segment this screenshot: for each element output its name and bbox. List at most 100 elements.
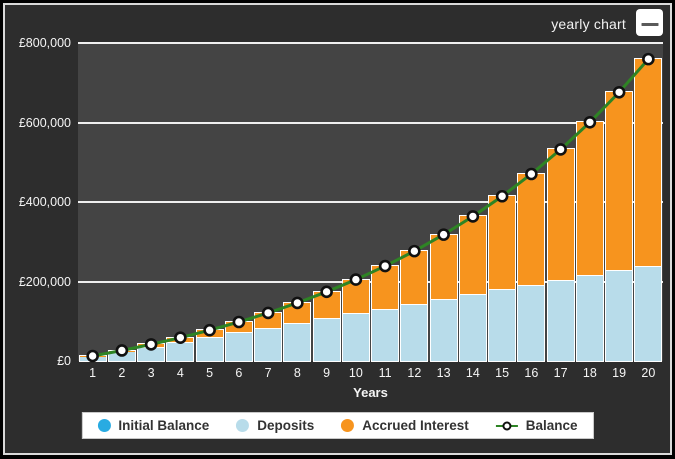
x-tick-label: 10 [348, 366, 363, 380]
bar-segment-accrued-interest[interactable] [255, 312, 282, 328]
legend: Initial Balance Deposits Accrued Interest B… [81, 412, 594, 439]
x-tick-label: 8 [293, 366, 301, 380]
legend-item-initial-balance[interactable]: Initial Balance [97, 418, 209, 433]
legend-label: Balance [525, 418, 578, 433]
balance-marker-year-14[interactable] [466, 210, 480, 223]
bar-segment-deposits[interactable] [459, 294, 486, 361]
bar-slot [429, 43, 458, 361]
bar-segment-accrued-interest[interactable] [518, 174, 545, 285]
x-tick-label: 7 [264, 366, 272, 380]
stacked-bar-year-11[interactable] [372, 43, 399, 361]
gridline [78, 201, 663, 203]
balance-marker-year-5[interactable] [203, 323, 216, 337]
balance-marker-year-10[interactable] [349, 273, 363, 286]
balance-marker-year-15[interactable] [495, 189, 509, 203]
balance-marker-year-20[interactable] [642, 52, 655, 66]
bar-segment-deposits[interactable] [430, 299, 457, 361]
bar-segment-deposits[interactable] [196, 337, 223, 361]
bar-segment-accrued-interest[interactable] [372, 266, 399, 309]
bar-segment-deposits[interactable] [576, 275, 603, 361]
x-tick-label: 12 [407, 366, 422, 380]
stacked-bar-year-7[interactable] [255, 43, 282, 361]
stacked-bar-year-20[interactable] [635, 43, 662, 361]
gridline [78, 280, 663, 283]
bar-segment-deposits[interactable] [342, 313, 369, 361]
legend-item-balance[interactable]: Balance [495, 418, 578, 433]
balance-marker-year-18[interactable] [583, 115, 597, 129]
bar-segment-accrued-interest[interactable] [635, 59, 662, 266]
x-tick-label: 18 [582, 366, 597, 380]
bar-slot [605, 43, 634, 361]
y-tick-label: £200,000 [18, 274, 71, 289]
bar-segment-deposits[interactable] [138, 346, 165, 361]
balance-marker-year-1[interactable] [86, 349, 99, 363]
chart-panel: yearly chart £0 £200,000 £400,000 £600,000 £… [3, 3, 672, 455]
balance-marker-year-8[interactable] [291, 296, 304, 310]
x-tick-label: 13 [436, 366, 451, 380]
balance-marker-year-3[interactable] [144, 338, 158, 351]
legend-dot-icon [97, 419, 111, 432]
bar-slot [488, 43, 517, 361]
balance-marker-year-16[interactable] [525, 167, 538, 181]
bar-segment-deposits[interactable] [372, 308, 399, 361]
bar-slot [546, 43, 575, 361]
balance-marker-year-9[interactable] [320, 285, 333, 299]
legend-item-accrued-interest[interactable]: Accrued Interest [341, 418, 469, 433]
bar-segment-accrued-interest[interactable] [459, 216, 486, 295]
x-tick-label: 2 [118, 366, 126, 380]
x-tick-label: 14 [465, 366, 480, 380]
balance-marker-year-13[interactable] [437, 228, 450, 241]
x-axis: 1 2 3 4 5 6 7 8 9 10 11 12 13 14 15 16 17 18 19 20 [78, 366, 663, 381]
bar-segment-deposits[interactable] [489, 289, 516, 361]
bar-segment-accrued-interest[interactable] [576, 122, 603, 276]
bar-segment-accrued-interest[interactable] [430, 234, 457, 299]
stacked-bar-year-15[interactable] [489, 43, 516, 361]
y-tick-label: £400,000 [18, 195, 71, 209]
legend-line-marker-icon [495, 419, 518, 432]
bar-segment-deposits[interactable] [401, 303, 428, 361]
y-tick-label: £0 [57, 354, 71, 368]
bar-segment-accrued-interest[interactable] [489, 196, 516, 290]
bar-segment-accrued-interest[interactable] [284, 302, 311, 323]
bars-container [78, 43, 663, 361]
bar-segment-deposits[interactable] [635, 265, 662, 361]
bar-segment-accrued-interest[interactable] [606, 92, 633, 271]
stacked-bar-year-17[interactable] [547, 43, 574, 361]
stacked-bar-year-8[interactable] [284, 43, 311, 361]
y-axis: £0 £200,000 £400,000 £600,000 £800,000 [5, 36, 71, 368]
stacked-bar-year-18[interactable] [576, 43, 603, 361]
balance-marker-year-2[interactable] [115, 344, 129, 357]
menu-button[interactable] [636, 9, 663, 36]
bar-segment-deposits[interactable] [255, 327, 282, 361]
legend-label: Initial Balance [118, 418, 210, 433]
stacked-bar-year-14[interactable] [459, 43, 486, 361]
balance-marker-year-6[interactable] [232, 315, 246, 329]
bar-segment-deposits[interactable] [225, 332, 252, 361]
bar-segment-deposits[interactable] [284, 322, 311, 361]
bar-segment-accrued-interest[interactable] [401, 251, 428, 304]
bar-slot [283, 43, 312, 361]
balance-marker-year-4[interactable] [174, 331, 187, 344]
stacked-bar-year-12[interactable] [401, 43, 428, 361]
bar-segment-accrued-interest[interactable] [547, 149, 574, 280]
bar-segment-deposits[interactable] [606, 270, 633, 361]
bar-segment-deposits[interactable] [547, 279, 574, 361]
bar-segment-deposits[interactable] [518, 284, 545, 361]
bar-segment-deposits[interactable] [313, 318, 340, 361]
balance-marker-year-12[interactable] [408, 244, 421, 258]
balance-marker-year-7[interactable] [261, 306, 275, 320]
stacked-bar-year-16[interactable] [518, 43, 545, 361]
x-tick-label: 20 [641, 366, 656, 380]
bar-slot [517, 43, 546, 361]
x-tick-label: 11 [378, 366, 392, 380]
stacked-bar-year-13[interactable] [430, 43, 457, 361]
balance-marker-year-19[interactable] [612, 85, 626, 99]
bar-segment-deposits[interactable] [167, 341, 194, 361]
stacked-bar-year-19[interactable] [606, 43, 633, 361]
x-axis-label: Years [353, 385, 388, 400]
x-tick-label: 19 [612, 366, 627, 380]
balance-marker-year-17[interactable] [554, 143, 567, 156]
x-tick-label: 16 [524, 366, 539, 380]
balance-marker-year-11[interactable] [378, 259, 392, 273]
legend-item-deposits[interactable]: Deposits [236, 418, 314, 433]
